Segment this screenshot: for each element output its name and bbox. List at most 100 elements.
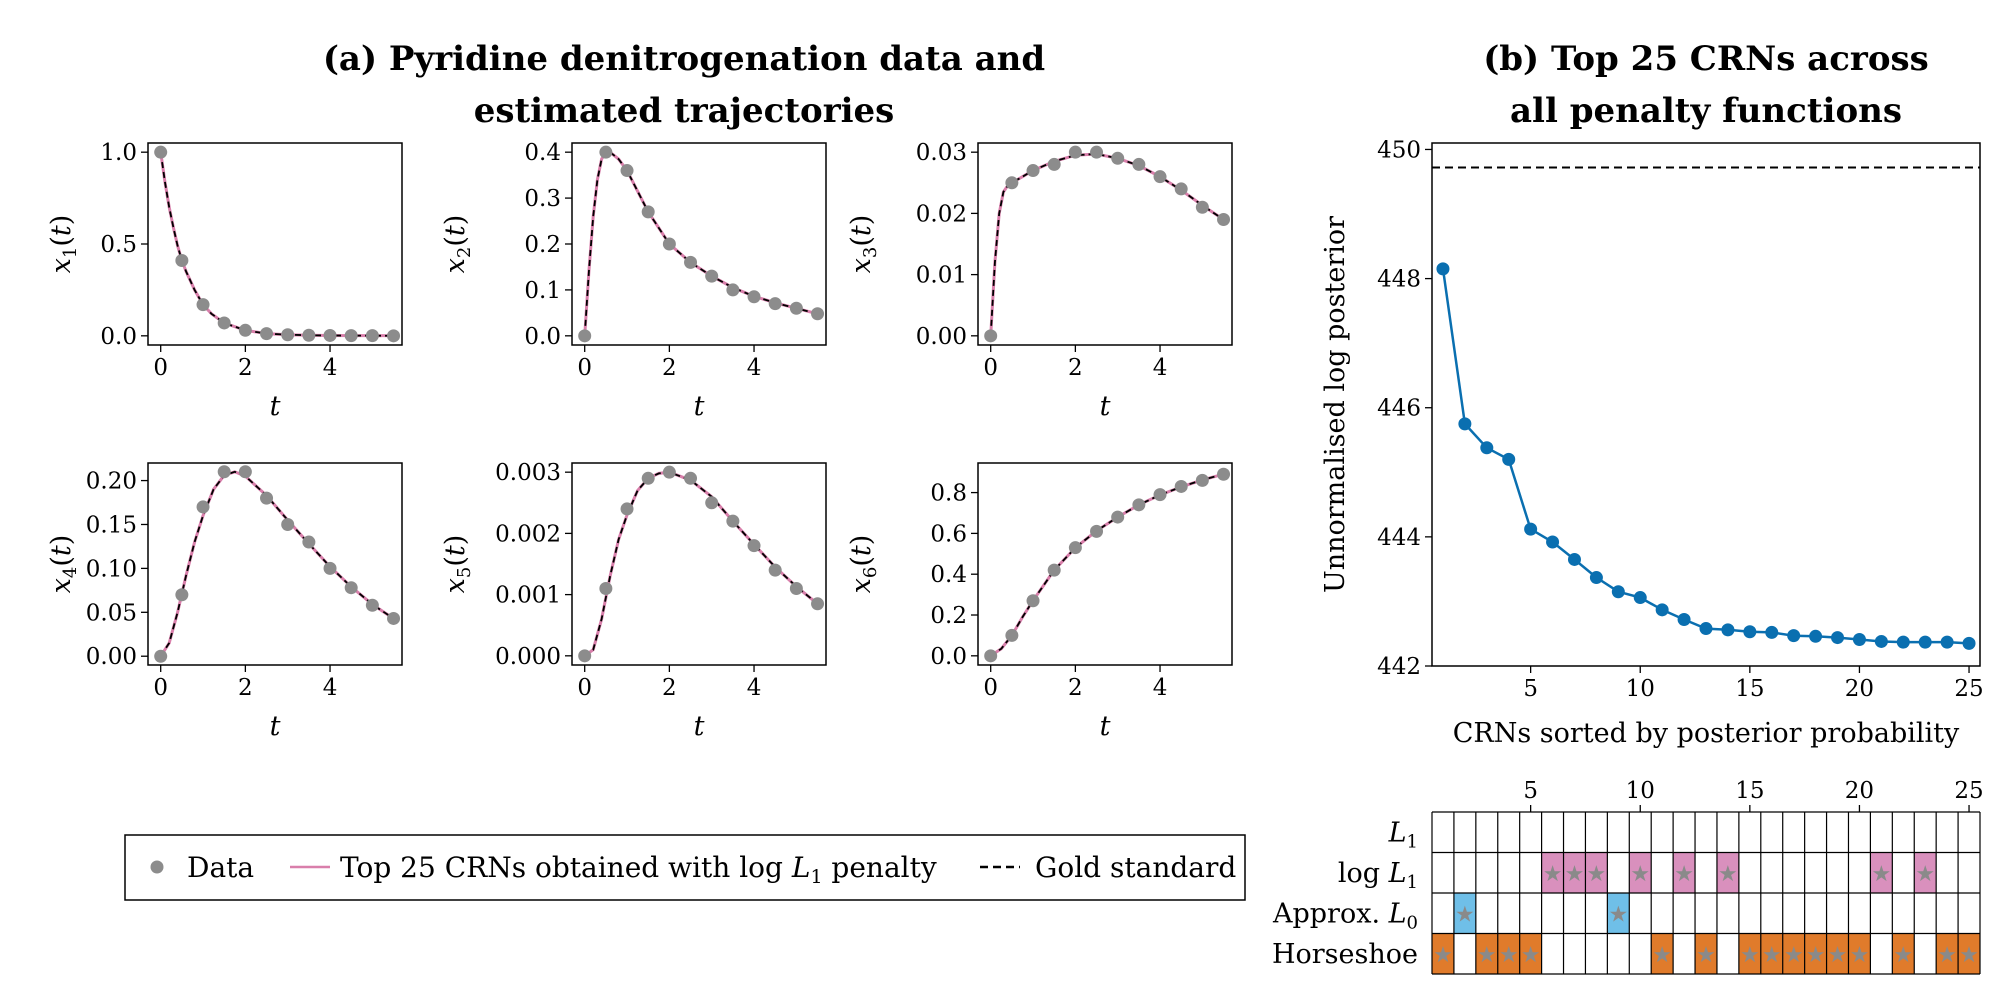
data-point (1195, 473, 1209, 487)
x-tick-label: 0 (153, 355, 168, 381)
y-axis-label: x3(t) (846, 215, 881, 274)
x-tick-label: 4 (323, 355, 338, 381)
y-tick-label: 0.002 (495, 521, 561, 547)
data-point (323, 561, 337, 575)
star-icon: ★ (1630, 862, 1650, 887)
posterior-point (1940, 635, 1954, 649)
row-label: L1 (1388, 817, 1418, 852)
grid-cell-selected (1936, 933, 1959, 974)
x-tick-label: 4 (1153, 355, 1168, 381)
x-axis-label: t (270, 711, 281, 742)
data-point (281, 517, 295, 531)
y-tick-label: 0.8 (930, 481, 967, 507)
x-tick-label: 10 (1626, 676, 1655, 702)
star-icon: ★ (1565, 862, 1585, 887)
grid-cell-selected (1607, 893, 1630, 934)
data-point (684, 471, 698, 485)
axes-frame (147, 462, 403, 666)
grid-cell-selected (1958, 933, 1980, 974)
y-tick-label: 0.003 (495, 460, 561, 486)
star-icon: ★ (1762, 943, 1782, 968)
x-axis-label: CRNs sorted by posterior probability (1453, 718, 1960, 749)
grid-cell-selected (1432, 933, 1454, 974)
gold-standard-curve (583, 151, 818, 336)
y-tick-label: 446 (1377, 396, 1421, 422)
y-tick-label: 0.00 (86, 644, 137, 670)
data-point (599, 145, 613, 159)
top-crn-curve (989, 472, 1224, 658)
posterior-point (1918, 635, 1932, 649)
data-point (260, 491, 274, 505)
data-point (365, 598, 379, 612)
grid-cell-selected (1651, 933, 1674, 974)
legend-data-label: Data (187, 851, 254, 884)
data-point (1111, 151, 1125, 165)
row-label: Horseshoe (1272, 939, 1418, 970)
x-tick-label: 5 (1523, 676, 1538, 702)
data-point (599, 581, 613, 595)
data-point (1111, 510, 1125, 524)
data-point (1217, 213, 1231, 227)
data-point (768, 297, 782, 311)
star-icon: ★ (1652, 943, 1672, 968)
y-tick-label: 0.02 (916, 201, 967, 227)
posterior-point (1436, 262, 1450, 276)
posterior-point (1962, 636, 1976, 650)
data-point (578, 649, 592, 663)
y-tick-label: 444 (1377, 525, 1421, 551)
posterior-point (1546, 535, 1560, 549)
data-point (302, 328, 316, 342)
data-point (344, 329, 358, 343)
y-tick-label: 0.00 (916, 324, 967, 350)
axes-frame (571, 142, 827, 346)
x-tick-label: 20 (1845, 676, 1874, 702)
data-point (1153, 488, 1167, 502)
top-crn-curve (583, 470, 819, 658)
data-point (217, 316, 231, 330)
panel-penalty-grid: L1★ ★ ★ ★ ★ ★ ★ ★log L1★ ★Approx. L0★ ★ ★ ★ ★ ★ ★ ★ ★ ★ ★ ★… (1272, 778, 1984, 975)
grid-cell-selected (1804, 933, 1827, 974)
data-point (747, 290, 761, 304)
data-point (1047, 157, 1061, 171)
grid-cell-selected (1519, 933, 1542, 974)
data-point (1005, 628, 1019, 642)
x-tick-label: 20 (1845, 778, 1874, 804)
top-crn-curve (989, 152, 1225, 336)
star-icon: ★ (1871, 862, 1891, 887)
grid-cell-selected (1497, 933, 1520, 974)
grid-cell-selected (1629, 852, 1652, 893)
y-axis-label: Unnormalised log posterior (1320, 216, 1351, 593)
posterior-point (1524, 522, 1538, 536)
data-point (984, 649, 998, 663)
x-tick-label: 0 (983, 675, 998, 701)
data-point (387, 611, 401, 625)
y-axis-label: x4(t) (46, 535, 81, 594)
data-point (365, 329, 379, 343)
data-point (1090, 145, 1104, 159)
posterior-point (1567, 552, 1581, 566)
posterior-point (1852, 633, 1866, 647)
title-a-line2: estimated trajectories (474, 91, 895, 131)
x-tick-label: 4 (747, 355, 762, 381)
data-point (747, 539, 761, 553)
y-axis-label: x5(t) (440, 535, 475, 594)
data-point (1026, 594, 1040, 608)
grid-cell-selected (1716, 852, 1739, 893)
y-tick-label: 0.2 (930, 603, 967, 629)
grid-cell-selected (1914, 852, 1937, 893)
x-tick-label: 2 (662, 675, 677, 701)
grid-cell-selected (1892, 933, 1915, 974)
data-point (344, 581, 358, 595)
data-point (641, 205, 655, 219)
posterior-point (1502, 452, 1516, 466)
data-point (175, 588, 189, 602)
y-tick-label: 442 (1377, 654, 1421, 680)
title-b-line2: all penalty functions (1510, 91, 1902, 131)
y-axis-label: x6(t) (846, 535, 881, 594)
star-icon: ★ (1587, 862, 1607, 887)
grid-cell-selected (1673, 852, 1696, 893)
grid-cell-selected (1453, 893, 1476, 934)
grid-cell-selected (1585, 852, 1608, 893)
y-tick-label: 0.03 (916, 140, 967, 166)
data-point (811, 307, 825, 321)
